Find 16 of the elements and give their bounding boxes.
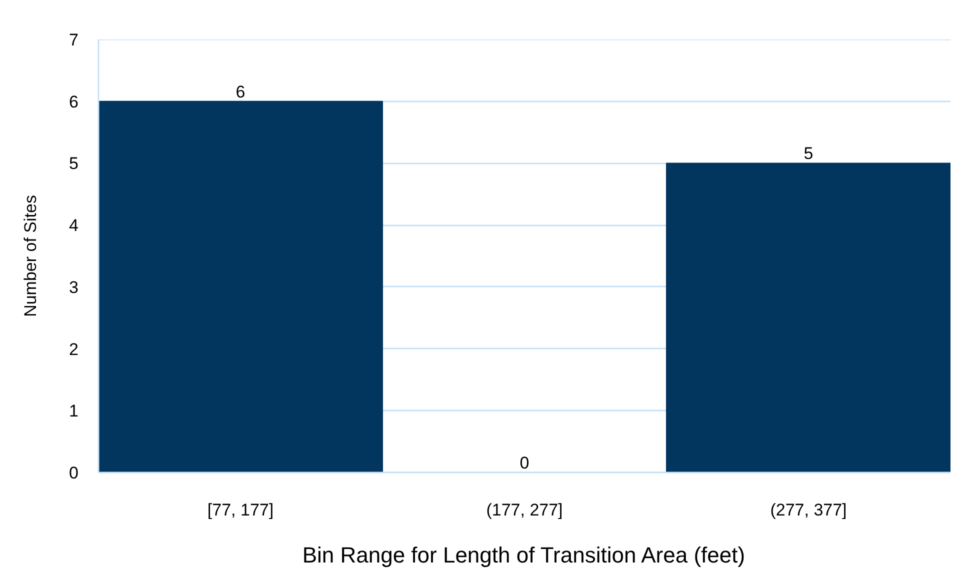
x-tick-label: (177, 277] [486, 500, 563, 520]
y-tick-label: 6 [69, 92, 79, 112]
y-tick-label: 3 [69, 278, 79, 297]
y-tick-label: 2 [69, 340, 79, 359]
x-axis-title: Bin Range for Length of Transition Area (feet) [302, 542, 746, 568]
x-tick-label: (277, 377] [770, 500, 847, 520]
y-tick-label: 1 [69, 402, 79, 421]
y-tick-label: 4 [69, 216, 79, 236]
y-tick-label: 7 [69, 30, 79, 50]
y-tick-label: 0 [69, 464, 79, 482]
x-tick-label: [77, 177] [207, 500, 274, 520]
data-label: 0 [520, 454, 530, 472]
y-axis-title: Number of Sites [21, 195, 40, 317]
data-label: 6 [236, 82, 246, 102]
y-tick-label: 5 [69, 154, 79, 174]
data-label: 5 [804, 144, 814, 164]
